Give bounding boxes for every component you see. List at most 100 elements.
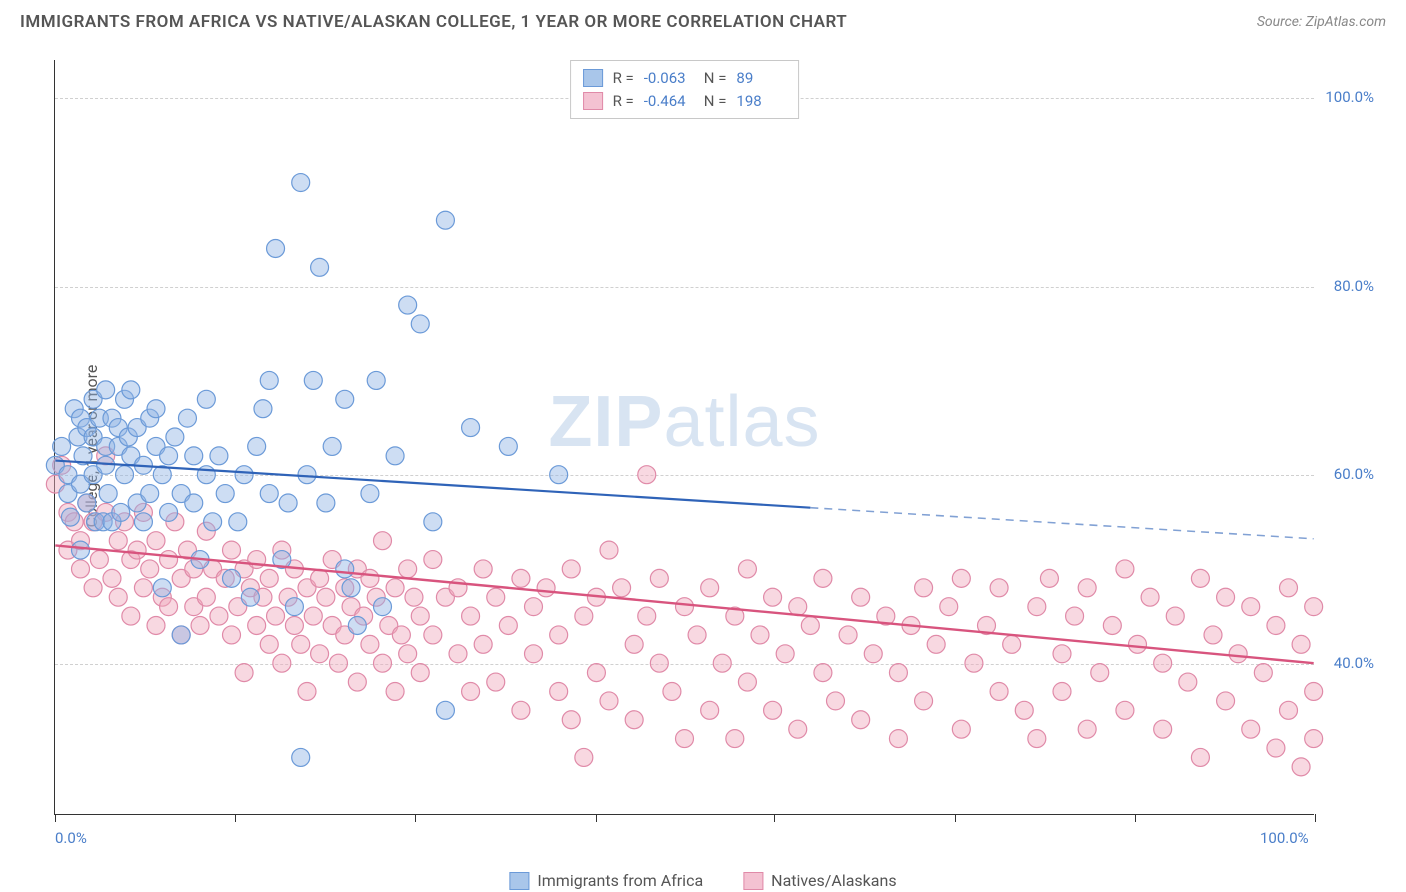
x-tick-label: 0.0%: [55, 829, 87, 847]
point-pink: [1053, 682, 1071, 700]
point-pink: [550, 682, 568, 700]
point-blue: [436, 211, 454, 229]
point-blue: [153, 579, 171, 597]
point-pink: [789, 598, 807, 616]
swatch-pink: [583, 92, 603, 110]
point-pink: [764, 701, 782, 719]
point-blue: [99, 485, 117, 503]
point-pink: [600, 692, 618, 710]
point-pink: [1154, 720, 1172, 738]
point-pink: [267, 607, 285, 625]
point-pink: [827, 692, 845, 710]
point-pink: [329, 654, 347, 672]
point-blue: [336, 390, 354, 408]
point-pink: [411, 607, 429, 625]
point-pink: [109, 532, 127, 550]
point-blue: [216, 485, 234, 503]
point-pink: [474, 635, 492, 653]
x-tick: [955, 814, 956, 822]
point-pink: [1292, 635, 1310, 653]
point-pink: [317, 588, 335, 606]
point-pink: [915, 579, 933, 597]
point-blue: [499, 437, 517, 455]
point-pink: [1242, 720, 1260, 738]
point-pink: [374, 532, 392, 550]
point-blue: [317, 494, 335, 512]
point-pink: [235, 664, 253, 682]
point-pink: [575, 607, 593, 625]
point-pink: [1204, 626, 1222, 644]
point-blue: [53, 437, 71, 455]
stats-row-series2: R = -0.464 N = 198: [583, 90, 787, 113]
point-pink: [1015, 701, 1033, 719]
point-pink: [141, 560, 159, 578]
point-blue: [424, 513, 442, 531]
point-pink: [1305, 730, 1323, 748]
point-pink: [462, 607, 480, 625]
point-blue: [254, 400, 272, 418]
point-pink: [927, 635, 945, 653]
x-tick: [774, 814, 775, 822]
point-blue: [462, 419, 480, 437]
point-blue: [411, 315, 429, 333]
point-blue: [112, 503, 130, 521]
point-pink: [1254, 664, 1272, 682]
point-pink: [1280, 701, 1298, 719]
point-pink: [1191, 748, 1209, 766]
point-blue: [304, 371, 322, 389]
point-pink: [1217, 692, 1235, 710]
x-tick: [596, 814, 597, 822]
point-pink: [1078, 720, 1096, 738]
point-pink: [600, 541, 618, 559]
point-pink: [952, 569, 970, 587]
point-pink: [562, 560, 580, 578]
r-value-1: -0.063: [644, 67, 694, 90]
point-pink: [298, 682, 316, 700]
point-pink: [122, 607, 140, 625]
point-pink: [1280, 579, 1298, 597]
point-pink: [160, 551, 178, 569]
point-pink: [223, 541, 241, 559]
point-blue: [204, 513, 222, 531]
point-blue: [134, 513, 152, 531]
point-pink: [260, 569, 278, 587]
point-pink: [1028, 730, 1046, 748]
point-pink: [1078, 579, 1096, 597]
point-pink: [1217, 588, 1235, 606]
point-pink: [525, 645, 543, 663]
point-pink: [1066, 607, 1084, 625]
point-pink: [487, 673, 505, 691]
point-pink: [889, 664, 907, 682]
point-pink: [864, 645, 882, 663]
point-pink: [424, 551, 442, 569]
point-pink: [411, 664, 429, 682]
point-blue: [241, 588, 259, 606]
point-pink: [726, 730, 744, 748]
point-pink: [852, 588, 870, 606]
point-pink: [537, 579, 555, 597]
point-blue: [367, 371, 385, 389]
point-pink: [1053, 645, 1071, 663]
source-attribution: Source: ZipAtlas.com: [1257, 14, 1386, 30]
x-tick: [1315, 814, 1316, 822]
point-pink: [663, 682, 681, 700]
point-pink: [292, 635, 310, 653]
point-pink: [587, 664, 605, 682]
point-pink: [1116, 560, 1134, 578]
chart-title: IMMIGRANTS FROM AFRICA VS NATIVE/ALASKAN…: [20, 12, 847, 32]
point-pink: [1116, 701, 1134, 719]
point-pink: [512, 569, 530, 587]
legend-item-2: Natives/Alaskans: [743, 871, 896, 890]
y-tick-label: 100.0%: [1325, 88, 1374, 106]
point-blue: [248, 437, 266, 455]
point-pink: [361, 569, 379, 587]
point-blue: [172, 626, 190, 644]
point-pink: [499, 617, 517, 635]
point-pink: [889, 730, 907, 748]
point-pink: [638, 466, 656, 484]
point-pink: [260, 635, 278, 653]
point-pink: [1305, 598, 1323, 616]
point-blue: [78, 494, 96, 512]
point-blue: [336, 560, 354, 578]
point-pink: [1267, 739, 1285, 757]
